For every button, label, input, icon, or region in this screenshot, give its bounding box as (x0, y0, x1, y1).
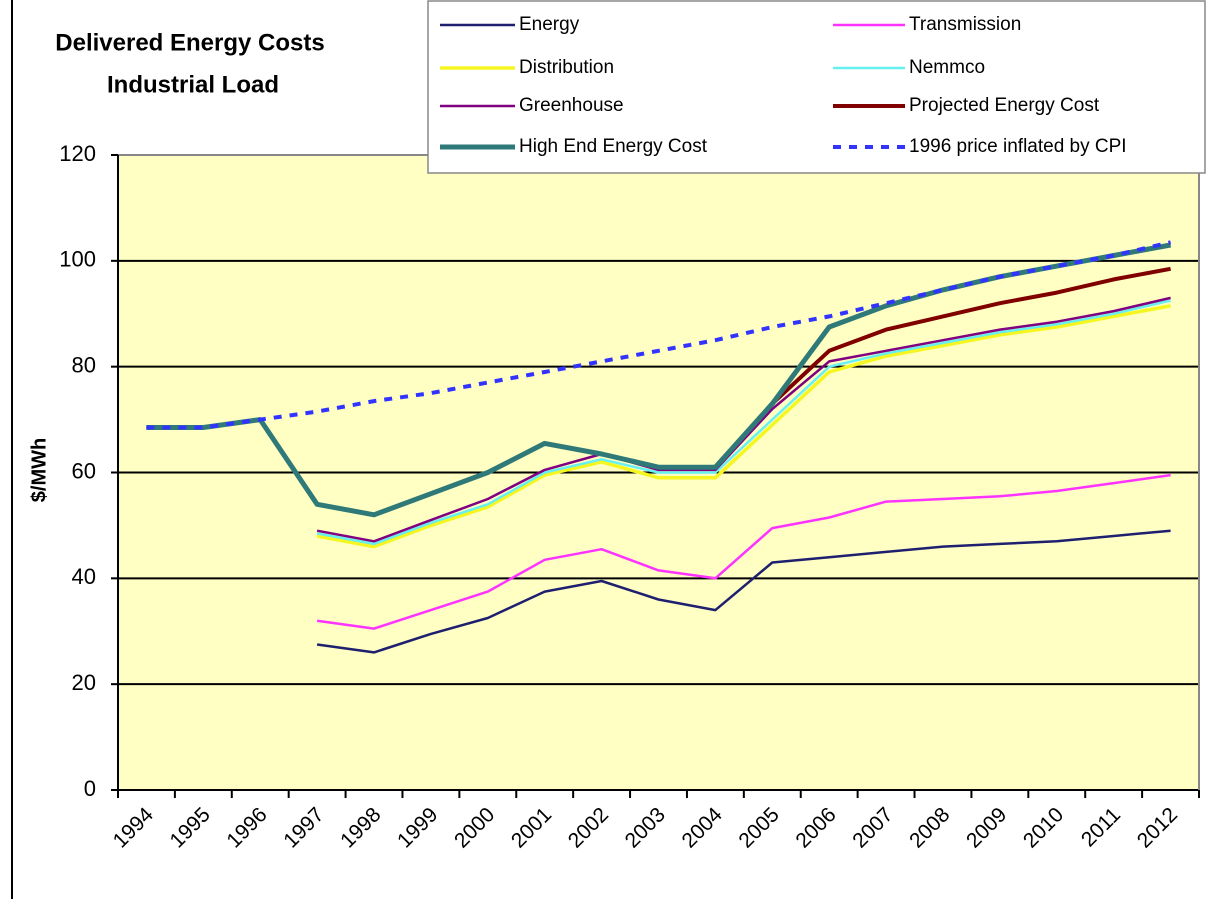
x-tick-label: 2007 (848, 803, 897, 852)
x-tick-label: 2004 (678, 803, 728, 853)
chart-title: Delivered Energy Costs (55, 29, 324, 56)
x-tick-label: 2006 (791, 803, 840, 852)
legend-label: Greenhouse (519, 95, 624, 116)
x-tick-label: 2000 (450, 803, 499, 852)
y-tick-label: 120 (59, 141, 96, 166)
x-tick-label: 2012 (1133, 803, 1182, 852)
chart-title: Industrial Load (107, 71, 279, 98)
x-tick-label: 2001 (507, 803, 556, 852)
series-line (316, 473, 1171, 630)
legend-label: 1996 price inflated by CPI (909, 136, 1127, 157)
x-tick-label: 1994 (109, 803, 159, 853)
legend-label: Transmission (909, 14, 1021, 35)
y-tick-label: 100 (59, 247, 96, 272)
legend-label: Distribution (519, 57, 614, 78)
y-axis-label: $/MWh (28, 438, 50, 502)
x-tick-label: 2009 (962, 803, 1011, 852)
x-tick-label: 2010 (1019, 803, 1068, 852)
series-line (316, 304, 1171, 549)
legend-label: Projected Energy Cost (909, 95, 1100, 116)
y-tick-label: 40 (72, 564, 96, 589)
legend (427, 0, 1206, 174)
x-tick-label: 2003 (621, 803, 670, 852)
series-line (316, 299, 1171, 546)
series-line (316, 296, 1171, 543)
series-line (316, 529, 1171, 654)
y-tick-label: 20 (72, 670, 96, 695)
x-tick-label: 2011 (1077, 803, 1125, 851)
x-tick-label: 1998 (336, 803, 385, 852)
legend-label: Energy (519, 14, 580, 35)
x-tick-label: 1999 (393, 803, 442, 852)
y-tick-label: 80 (72, 352, 96, 377)
legend-label: High End Energy Cost (519, 136, 708, 157)
x-tick-label: 1996 (222, 803, 271, 852)
legend-label: Nemmco (909, 57, 985, 78)
x-tick-label: 1995 (166, 803, 215, 852)
y-tick-label: 60 (72, 458, 96, 483)
x-tick-label: 2005 (734, 803, 783, 852)
y-tick-label: 0 (84, 776, 96, 801)
x-tick-label: 2008 (905, 803, 954, 852)
series-line (146, 240, 1172, 430)
x-tick-label: 1997 (279, 803, 328, 852)
x-tick-label: 2002 (564, 803, 613, 852)
